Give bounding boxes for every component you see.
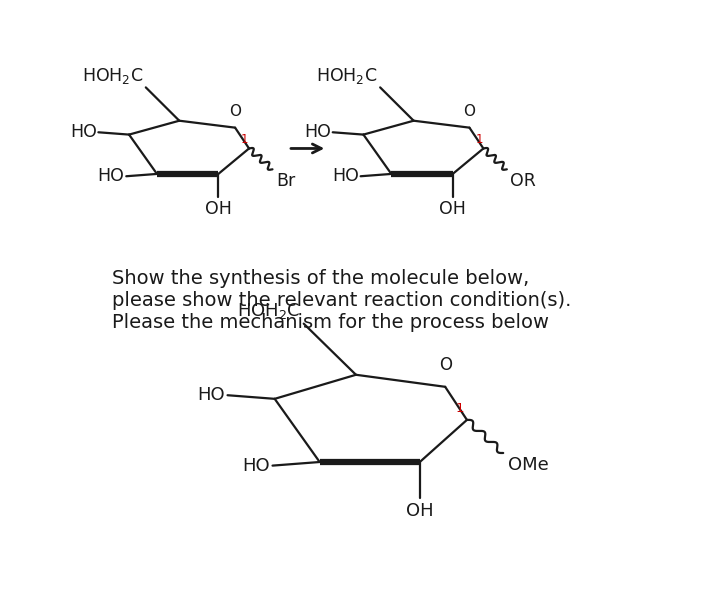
Text: HO: HO [70,123,96,141]
Text: O: O [464,105,475,120]
Text: HO: HO [198,386,225,404]
Text: Show the synthesis of the molecule below,
please show the relevant reaction cond: Show the synthesis of the molecule below… [112,269,572,332]
Text: 1: 1 [475,133,482,145]
Text: HO: HO [98,167,125,185]
Text: OH: OH [406,502,433,520]
Text: OR: OR [510,172,536,190]
Text: O: O [438,356,451,374]
Text: OH: OH [439,200,466,218]
Text: 1: 1 [456,402,464,415]
Text: Br: Br [276,172,295,190]
Text: HOH$_2$C: HOH$_2$C [316,66,377,85]
Text: OH: OH [205,200,232,218]
Text: HO: HO [304,123,331,141]
Text: HO: HO [332,167,359,185]
Text: HOH$_2$C: HOH$_2$C [81,66,143,85]
Text: O: O [229,105,241,120]
Text: HO: HO [243,457,270,475]
Text: 1: 1 [240,133,248,145]
Text: HOH$_2$C: HOH$_2$C [237,300,300,320]
Text: OMe: OMe [508,456,549,474]
